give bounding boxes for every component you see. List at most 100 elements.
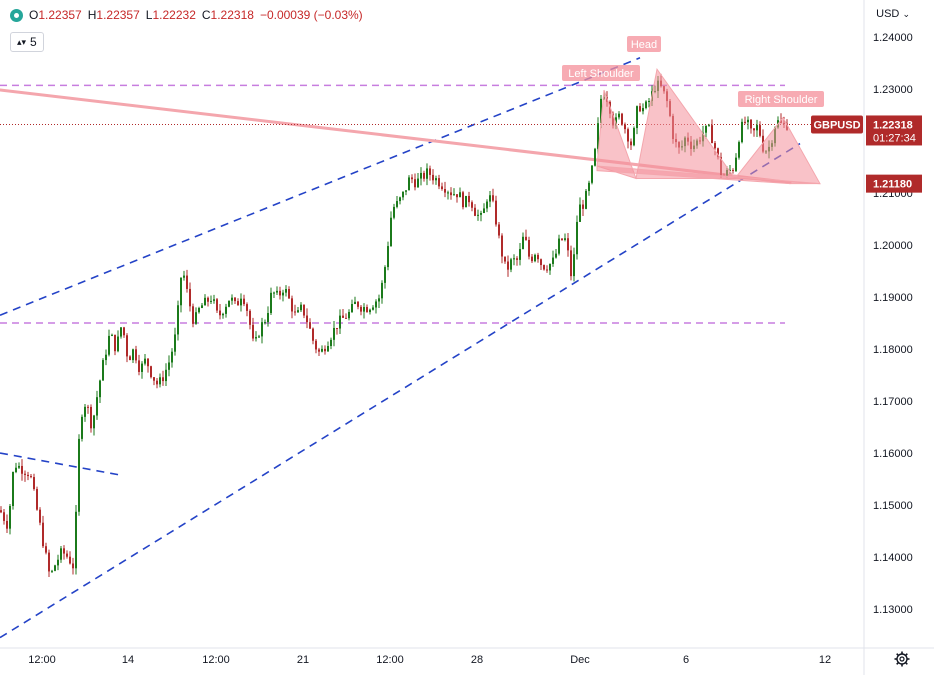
candle-body [321, 348, 323, 352]
x-tick-label: Dec [570, 654, 590, 666]
candle-body [144, 358, 146, 364]
candle-body [240, 298, 242, 306]
candle-body [624, 124, 626, 130]
candle-body [162, 377, 164, 382]
y-tick-label: 1.17000 [873, 396, 913, 408]
pattern-label-bg [562, 65, 640, 81]
candle-body [729, 169, 731, 171]
candle-body [228, 300, 230, 307]
candle-body [360, 306, 362, 312]
candle-body [546, 269, 548, 271]
pattern-layer: Head Left Shoulder Right Shoulder [562, 36, 824, 185]
candle-body [324, 348, 326, 352]
candle-body [555, 253, 557, 258]
candle-body [276, 290, 278, 293]
candle-body [6, 520, 8, 529]
candle-body [708, 125, 710, 127]
currency-selector[interactable]: USD ⌄ [876, 8, 910, 20]
candle-body [705, 125, 707, 133]
status-dot-icon [10, 8, 23, 22]
candle-body [24, 473, 26, 475]
candle-body [447, 192, 449, 194]
candle-body [444, 189, 446, 193]
candle-body [348, 311, 350, 319]
candle-body [72, 563, 74, 569]
candle-body [453, 194, 455, 196]
candle-body [42, 522, 44, 547]
high-label: H [87, 8, 97, 22]
candle-body [33, 477, 35, 490]
candle-body [480, 212, 482, 215]
y-tick-label: 1.16000 [873, 448, 913, 460]
candle-body [732, 169, 734, 171]
candle-body [201, 305, 203, 308]
candle-body [456, 194, 458, 198]
candle-body [390, 217, 392, 247]
pattern-label: Left Shoulder [568, 68, 634, 80]
candle-body [219, 310, 221, 316]
candle-body [327, 346, 329, 352]
candle-body [510, 259, 512, 270]
candle-body [330, 339, 332, 347]
candle-body [174, 334, 176, 352]
last-price-badge [866, 115, 922, 146]
level-badge [866, 174, 922, 193]
candle-body [627, 129, 629, 142]
candle-body [282, 292, 284, 296]
candle-body [408, 177, 410, 191]
candle-body [393, 206, 395, 218]
trend-line [0, 57, 641, 316]
candle-body [291, 298, 293, 312]
candle-body [588, 182, 590, 191]
open-label: O [29, 8, 39, 22]
candle-body [177, 305, 179, 335]
interval-label: 5 [30, 35, 37, 49]
candle-body [630, 141, 632, 146]
candle-body [756, 125, 758, 131]
candle-body [396, 201, 398, 207]
candle-body [441, 186, 443, 190]
candle-body [87, 406, 89, 408]
candle-body [30, 476, 32, 478]
change-value: −0.00039 (−0.03%) [259, 8, 363, 22]
candle-body [531, 256, 533, 262]
candle-body [354, 301, 356, 304]
candle-body [0, 510, 2, 513]
candle-body [381, 282, 383, 299]
candle-body [210, 300, 212, 302]
candle-body [525, 236, 527, 240]
candle-body [120, 327, 122, 337]
close-label: C [201, 8, 211, 22]
candle-body [27, 474, 29, 477]
low-value: 1.22232 [152, 8, 196, 22]
candle-body [18, 465, 20, 468]
candle-body [204, 297, 206, 306]
candle-body [237, 301, 239, 306]
candle-body [483, 208, 485, 213]
candle-body [147, 358, 149, 367]
candle-body [543, 265, 545, 270]
candle-body [258, 336, 260, 338]
close-value: 1.22318 [210, 8, 254, 22]
candle-body [150, 366, 152, 378]
candle-body [648, 101, 650, 103]
candle-body [171, 351, 173, 363]
candle-body [261, 322, 263, 337]
candle-body [102, 360, 104, 381]
candle-body [405, 190, 407, 192]
y-tick-label: 1.14000 [873, 552, 913, 564]
candle-body [750, 119, 752, 129]
candle-body [168, 362, 170, 370]
candle-body [288, 289, 290, 299]
candle-body [303, 304, 305, 316]
pattern-shape [596, 89, 637, 180]
gear-icon[interactable] [894, 651, 910, 667]
candle-body [642, 108, 644, 112]
candle-body [711, 125, 713, 144]
interval-button[interactable]: ▴▾ 5 [10, 32, 44, 52]
candle-body [594, 148, 596, 166]
candle-body [498, 224, 500, 236]
currency-label: USD [876, 8, 900, 20]
